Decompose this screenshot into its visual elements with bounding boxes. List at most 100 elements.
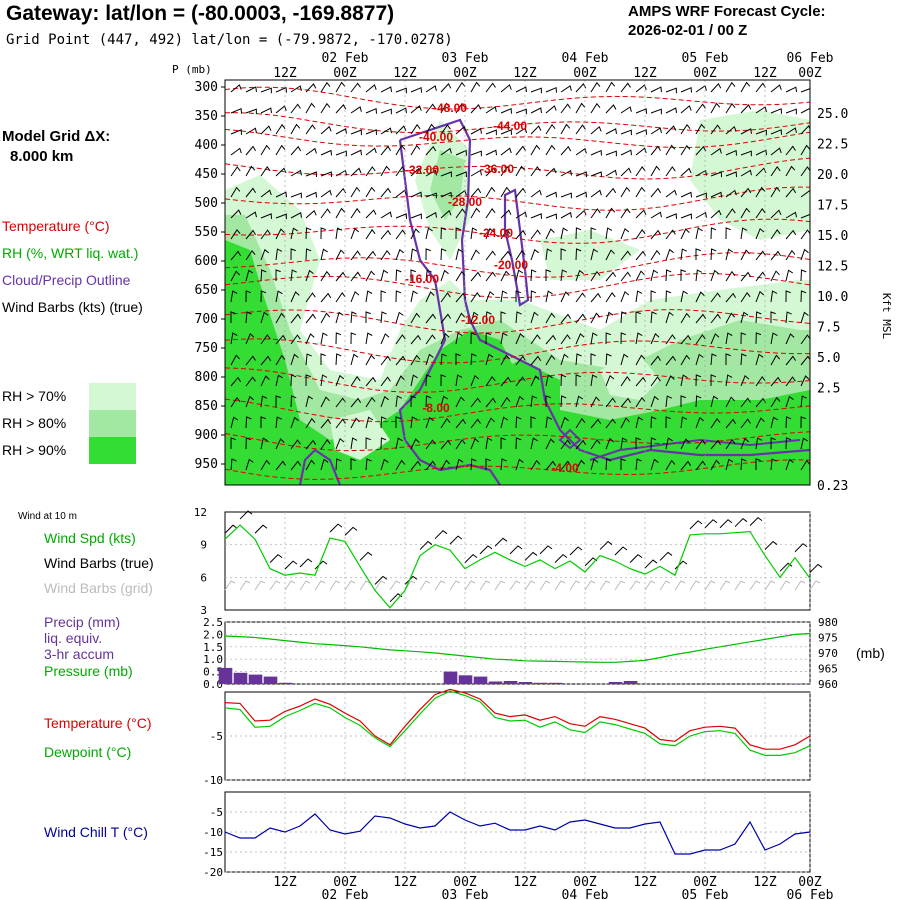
wind-barb-true bbox=[629, 553, 643, 563]
wind-barb-grid bbox=[674, 580, 686, 591]
wind-barb bbox=[530, 334, 541, 345]
wind-barb bbox=[275, 248, 283, 261]
pressure-tick-label-right: 975 bbox=[818, 632, 838, 645]
wind-barb bbox=[320, 208, 331, 219]
wind-barb bbox=[275, 86, 287, 93]
wind-barb bbox=[635, 270, 645, 282]
wind-barb bbox=[500, 228, 511, 240]
wind-barb bbox=[695, 374, 702, 387]
wind-barb bbox=[725, 125, 737, 135]
wind-barb bbox=[680, 438, 690, 450]
pressure-axis-title: P (mb) bbox=[172, 63, 212, 76]
wind-barb-true bbox=[284, 560, 298, 570]
wind-barb bbox=[455, 171, 467, 178]
wind-barb bbox=[275, 290, 283, 303]
wind-barb bbox=[290, 395, 297, 408]
wind-barb bbox=[650, 211, 662, 219]
wind-barb bbox=[485, 353, 494, 366]
wind-barb bbox=[560, 353, 569, 366]
wind-barb bbox=[365, 84, 377, 93]
wind-barb bbox=[680, 354, 691, 366]
wind-barb bbox=[635, 84, 647, 93]
wind-barb bbox=[365, 186, 376, 198]
wind-barb bbox=[425, 248, 431, 261]
wind-barb bbox=[245, 332, 255, 345]
wind-barb bbox=[590, 248, 599, 261]
wind-barb bbox=[455, 149, 467, 156]
wind-barb bbox=[755, 149, 767, 156]
wind-barb bbox=[590, 125, 602, 135]
wind-barb bbox=[725, 418, 737, 429]
windchill-panel bbox=[224, 791, 811, 873]
wind-barb bbox=[395, 144, 406, 156]
wind-barb bbox=[305, 269, 314, 282]
precip-bar bbox=[248, 674, 263, 684]
wind-barb bbox=[605, 418, 616, 429]
wind-barb bbox=[785, 165, 796, 177]
bottom-date-label: 06 Feb bbox=[787, 888, 834, 900]
wind-barb bbox=[695, 192, 707, 199]
wind-barb bbox=[500, 290, 508, 303]
wind-barb bbox=[590, 332, 598, 345]
wind-barb bbox=[575, 269, 584, 282]
wind-barb bbox=[260, 248, 270, 261]
wind-barb bbox=[515, 145, 527, 156]
wind-barb bbox=[680, 269, 686, 281]
wind-barb bbox=[305, 313, 317, 324]
precip-bar bbox=[278, 682, 293, 684]
wind-barb bbox=[260, 144, 271, 156]
wind-barb bbox=[305, 353, 312, 366]
wind-barb bbox=[320, 396, 330, 408]
wind-barb bbox=[335, 418, 346, 429]
wind-barb bbox=[410, 269, 416, 281]
wind-barb bbox=[305, 83, 317, 93]
wind-barb bbox=[455, 81, 466, 93]
dewpoint-line bbox=[224, 690, 811, 756]
wind-barb bbox=[245, 249, 256, 261]
rh90-label: RH > 90% bbox=[2, 442, 67, 458]
wind-barb bbox=[230, 186, 241, 198]
wind-barb bbox=[350, 332, 357, 345]
wind-barb bbox=[590, 189, 602, 198]
wind-barb bbox=[500, 416, 509, 429]
wind-barb-grid bbox=[779, 580, 791, 591]
wind-barb bbox=[425, 416, 434, 429]
wind-barb bbox=[290, 227, 298, 240]
wind-barb bbox=[530, 166, 541, 177]
temperature-contour-label: -24.00 bbox=[479, 226, 513, 240]
wind-barb-grid bbox=[629, 580, 641, 591]
wind-barb-true bbox=[614, 546, 628, 556]
wind-barb bbox=[425, 211, 437, 219]
bottom-time-tick-label: 12Z bbox=[393, 875, 417, 890]
wind-barb bbox=[275, 123, 286, 135]
wind-barb bbox=[230, 332, 238, 345]
altitude-tick-label: 12.5 bbox=[817, 260, 848, 275]
wind-barb bbox=[785, 376, 796, 387]
wind-barb bbox=[725, 102, 736, 114]
bottom-date-label: 03 Feb bbox=[442, 888, 489, 900]
wind-barb bbox=[485, 149, 497, 156]
wind-barb bbox=[245, 290, 252, 303]
wind-barb bbox=[560, 169, 572, 177]
wind-speed-line bbox=[224, 524, 811, 609]
wind-barb bbox=[245, 211, 257, 219]
wind-barb bbox=[290, 269, 297, 282]
wind-barb-grid bbox=[539, 580, 551, 591]
wind-barb bbox=[620, 271, 631, 282]
wind-barb bbox=[455, 374, 463, 387]
bottom-time-tick-label: 00Z bbox=[333, 875, 357, 890]
wind-barb bbox=[710, 459, 720, 471]
wind-barb bbox=[635, 332, 643, 345]
wind-barb bbox=[515, 86, 527, 93]
wind-barb bbox=[485, 167, 497, 177]
wind-barb bbox=[290, 313, 302, 324]
wind-barb bbox=[410, 86, 422, 93]
wind-barb bbox=[470, 227, 478, 240]
wind-barb bbox=[605, 187, 617, 198]
pressure-tick-label: 350 bbox=[195, 109, 218, 124]
wind-barb bbox=[545, 144, 556, 156]
wind-barb bbox=[485, 458, 491, 470]
wind-barb bbox=[560, 227, 568, 240]
wind-barb bbox=[605, 271, 617, 282]
wind-barb bbox=[785, 127, 797, 135]
